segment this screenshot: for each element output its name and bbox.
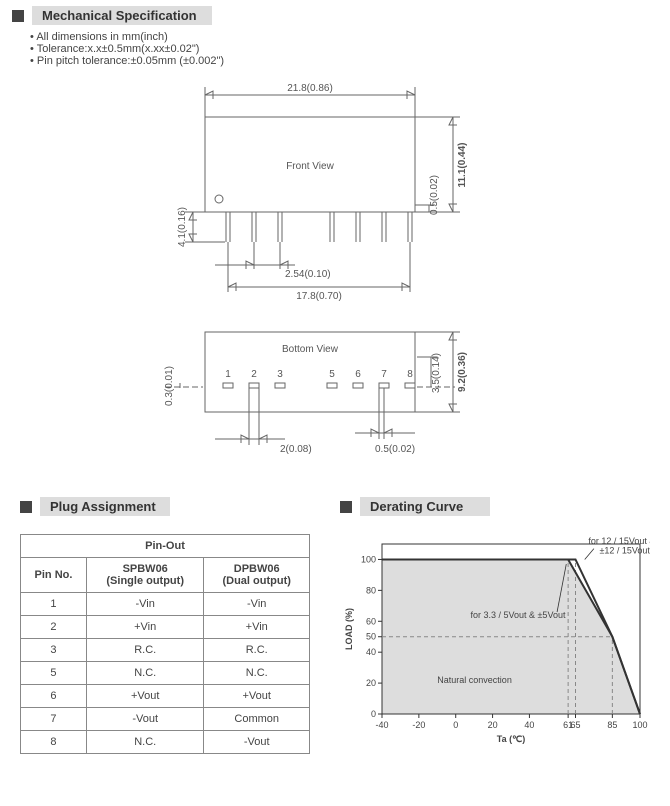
svg-text:100: 100 (361, 554, 376, 564)
table-row: 3R.C.R.C. (21, 639, 310, 662)
dim-height: 11.1(0.44) (457, 142, 468, 187)
mech-spec-title: Mechanical Specification (32, 6, 212, 25)
pin-num: 6 (355, 369, 361, 380)
pin-num: 5 (329, 369, 335, 380)
dim-pinlen: 4.1(0.16) (177, 207, 188, 247)
table-cell: R.C. (86, 639, 203, 662)
front-view-label: Front View (286, 161, 334, 172)
table-cell: -Vin (204, 593, 310, 616)
table-cell: 7 (21, 708, 87, 731)
pin-num: 2 (251, 369, 257, 380)
derate-title: Derating Curve (360, 497, 490, 516)
svg-text:85: 85 (607, 720, 617, 730)
svg-text:40: 40 (524, 720, 534, 730)
plug-title: Plug Assignment (40, 497, 170, 516)
table-cell: Common (204, 708, 310, 731)
col-pin: Pin No. (21, 558, 87, 593)
dim-bv-h: 9.2(0.36) (457, 352, 468, 392)
table-row: 7-VoutCommon (21, 708, 310, 731)
pin-num: 3 (277, 369, 283, 380)
pinout-table: Pin-Out Pin No. SPBW06 (Single output) D… (20, 534, 310, 754)
svg-text:100: 100 (632, 720, 647, 730)
dim-row: 3.5(0.14) (431, 353, 442, 393)
table-cell: -Vout (204, 731, 310, 754)
svg-text:LOAD (%): LOAD (%) (344, 608, 354, 650)
table-cell: +Vout (204, 685, 310, 708)
dim-padw: 2(0.08) (280, 444, 312, 455)
dim-pitch: 2.54(0.10) (285, 269, 331, 280)
plug-header: Plug Assignment (20, 497, 310, 516)
svg-text:Natural convection: Natural convection (437, 675, 512, 685)
dim-width: 21.8(0.86) (287, 83, 333, 94)
svg-text:-20: -20 (412, 720, 425, 730)
svg-text:20: 20 (488, 720, 498, 730)
svg-text:-40: -40 (375, 720, 388, 730)
mech-notes: All dimensions in mm(inch) Tolerance:x.x… (30, 31, 658, 67)
note-line: All dimensions in mm(inch) (30, 31, 658, 43)
table-row: 2+Vin+Vin (21, 616, 310, 639)
svg-text:40: 40 (366, 647, 376, 657)
table-row: 6+Vout+Vout (21, 685, 310, 708)
svg-text:65: 65 (570, 720, 580, 730)
table-cell: 3 (21, 639, 87, 662)
dim-edge: 0.3(0.01) (164, 366, 175, 406)
pinout-header: Pin-Out (21, 535, 310, 558)
table-cell: N.C. (86, 731, 203, 754)
svg-text:20: 20 (366, 678, 376, 688)
table-row: 8N.C.-Vout (21, 731, 310, 754)
table-cell: +Vin (204, 616, 310, 639)
col-single: SPBW06 (Single output) (86, 558, 203, 593)
dim-shoulder: 0.5(0.02) (429, 175, 440, 215)
pin-num: 7 (381, 369, 387, 380)
table-cell: R.C. (204, 639, 310, 662)
derate-header: Derating Curve (340, 497, 650, 516)
note-line: Tolerance:x.x±0.5mm(x.xx±0.02") (30, 43, 658, 55)
svg-text:60: 60 (366, 616, 376, 626)
dim-span: 17.8(0.70) (296, 291, 342, 302)
table-cell: -Vin (86, 593, 203, 616)
pin-num: 1 (225, 369, 231, 380)
svg-text:Ta (℃): Ta (℃) (497, 734, 525, 744)
table-cell: 1 (21, 593, 87, 616)
table-cell: +Vout (86, 685, 203, 708)
header-bullet (20, 501, 32, 513)
header-bullet (12, 10, 24, 22)
table-cell: 6 (21, 685, 87, 708)
header-bullet (340, 501, 352, 513)
table-cell: -Vout (86, 708, 203, 731)
bottom-view-label: Bottom View (282, 344, 339, 355)
svg-text:50: 50 (366, 632, 376, 642)
table-cell: +Vin (86, 616, 203, 639)
svg-text:for 3.3 / 5Vout & ±5Vout: for 3.3 / 5Vout & ±5Vout (470, 610, 566, 620)
svg-text:±12 / 15Vout: ±12 / 15Vout (599, 545, 650, 555)
col-dual: DPBW06 (Dual output) (204, 558, 310, 593)
table-cell: N.C. (86, 662, 203, 685)
table-cell: 5 (21, 662, 87, 685)
svg-text:80: 80 (366, 585, 376, 595)
dim-padgap: 0.5(0.02) (375, 444, 415, 455)
mech-spec-header: Mechanical Specification (12, 6, 658, 25)
mech-svg: 21.8(0.86) Front View 11.1(0.44) 0.5(0.0… (85, 77, 585, 487)
table-row: 1-Vin-Vin (21, 593, 310, 616)
table-cell: N.C. (204, 662, 310, 685)
svg-text:0: 0 (453, 720, 458, 730)
front-pins (226, 212, 412, 242)
mechanical-drawing: 21.8(0.86) Front View 11.1(0.44) 0.5(0.0… (85, 77, 585, 487)
note-line: Pin pitch tolerance:±0.05mm (±0.002") (30, 55, 658, 67)
svg-text:0: 0 (371, 709, 376, 719)
derating-chart: 02040506080100-40-2002040616585100LOAD (… (340, 534, 650, 749)
pin-num: 8 (407, 369, 413, 380)
table-row: 5N.C.N.C. (21, 662, 310, 685)
table-cell: 8 (21, 731, 87, 754)
table-cell: 2 (21, 616, 87, 639)
